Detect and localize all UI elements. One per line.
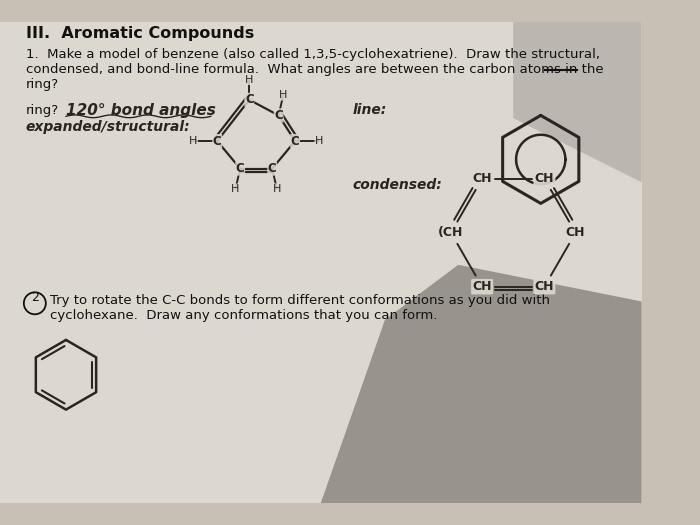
Text: ring?: ring? bbox=[26, 104, 59, 118]
Text: H: H bbox=[189, 136, 197, 146]
Polygon shape bbox=[513, 22, 642, 182]
Text: H: H bbox=[232, 184, 239, 194]
Text: CH: CH bbox=[535, 172, 554, 185]
Text: Try to rotate the C-C bonds to form different conformations as you did with
cycl: Try to rotate the C-C bonds to form diff… bbox=[50, 294, 550, 322]
Text: III.  Aromatic Compounds: III. Aromatic Compounds bbox=[26, 26, 254, 41]
Text: CH: CH bbox=[535, 280, 554, 293]
Text: expanded/structural:: expanded/structural: bbox=[26, 120, 190, 134]
Text: H: H bbox=[315, 136, 323, 146]
Text: line:: line: bbox=[353, 102, 387, 117]
Text: H: H bbox=[272, 184, 281, 194]
Text: H: H bbox=[279, 90, 288, 100]
Text: condensed:: condensed: bbox=[353, 178, 442, 192]
Text: 1.  Make a model of benzene (also called 1,3,5-cyclohexatriene).  Draw the struc: 1. Make a model of benzene (also called … bbox=[26, 48, 603, 91]
Text: H: H bbox=[245, 75, 253, 85]
Text: 2: 2 bbox=[31, 291, 38, 304]
Text: C: C bbox=[236, 162, 244, 175]
Text: CH: CH bbox=[566, 226, 585, 239]
Polygon shape bbox=[321, 265, 642, 503]
Text: 120° bond angles: 120° bond angles bbox=[66, 102, 216, 118]
Text: C: C bbox=[245, 93, 253, 107]
Text: CH: CH bbox=[473, 280, 492, 293]
Text: C: C bbox=[268, 162, 277, 175]
Text: CH: CH bbox=[473, 172, 492, 185]
Text: C: C bbox=[274, 109, 283, 122]
Text: C: C bbox=[290, 134, 300, 148]
FancyBboxPatch shape bbox=[0, 22, 642, 503]
Text: C: C bbox=[213, 134, 222, 148]
Text: (CH: (CH bbox=[438, 226, 463, 239]
